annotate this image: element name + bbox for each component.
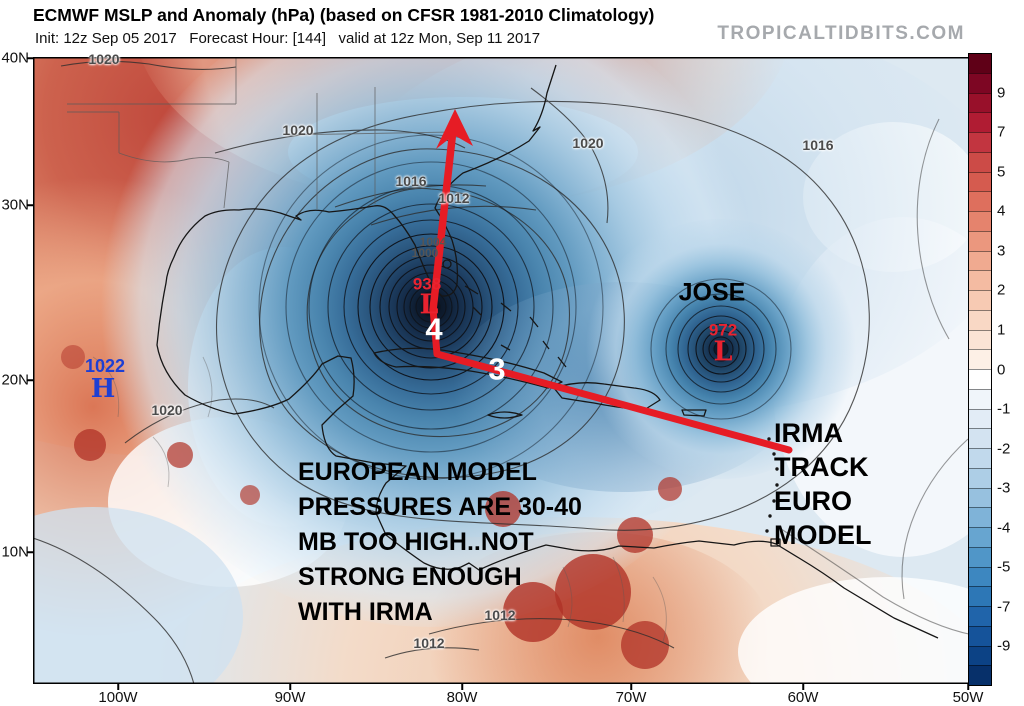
lat-tick-label: 10N <box>1 543 29 561</box>
lat-tick-mark <box>27 551 33 553</box>
colorbar-segment <box>969 645 991 666</box>
site-watermark: TROPICALTIDBITS.COM <box>717 23 965 44</box>
irma-track-arrowhead <box>436 109 473 149</box>
annotation-line: EURO <box>774 486 853 516</box>
annotation-line: WITH IRMA <box>298 598 433 626</box>
colorbar-segment <box>969 309 991 330</box>
colorbar-ticks: 9 7 5 4 3 2 1 0 -1 -2 -3 -4 -5 -7 -9 <box>968 53 1010 686</box>
colorbar-tick-label: 7 <box>997 123 1006 141</box>
colorbar-segment <box>969 171 991 192</box>
warm-hotspots <box>61 345 682 669</box>
colorbar-segment <box>969 586 991 606</box>
lon-tick-mark <box>117 684 119 690</box>
lon-tick-label: 50W <box>952 689 984 706</box>
colorbar-tick-label: 4 <box>997 202 1006 220</box>
colorbar-segment <box>969 270 991 290</box>
colorbar-segment <box>969 54 991 73</box>
irma-vortex-rings <box>258 134 604 480</box>
colorbar-tick-label: -7 <box>997 598 1011 616</box>
colorbar-segments <box>969 54 991 685</box>
colorbar-tick-label: 9 <box>997 84 1006 102</box>
colorbar-segment <box>969 606 991 626</box>
colorbar-tick-label: 5 <box>997 163 1006 181</box>
lon-tick-mark <box>630 684 632 690</box>
annotation-line: PRESSURES ARE 30-40 <box>298 493 582 521</box>
lesser-antilles-islands <box>765 437 779 533</box>
colorbar-segment <box>969 72 991 93</box>
lat-tick-mark <box>27 57 33 59</box>
colorbar-tick-label: -5 <box>997 558 1011 576</box>
colorbar-segment <box>969 566 991 587</box>
colorbar-segment <box>969 527 991 547</box>
colorbar-tick-label: 3 <box>997 242 1006 260</box>
colorbar-tick-label: 2 <box>997 281 1006 299</box>
model-note: EUROPEAN MODEL PRESSURES ARE 30-40 MB TOO … <box>298 455 582 630</box>
lat-tick-label: 40N <box>1 49 29 67</box>
map-art <box>33 57 992 684</box>
colorbar-tick-label: -3 <box>997 479 1011 497</box>
colorbar-segment <box>969 408 991 429</box>
jose-vortex-rings <box>650 278 792 420</box>
colorbar-segment <box>969 349 991 369</box>
colorbar-segment <box>969 230 991 251</box>
colorbar-tick-label: 0 <box>997 361 1006 378</box>
anomaly-colorbar <box>968 53 992 686</box>
coastlines <box>156 64 939 639</box>
annotation-line: MODEL <box>774 520 872 550</box>
colorbar-segment <box>969 546 991 567</box>
irma-track-annotation <box>429 109 793 454</box>
state-borders <box>67 57 667 643</box>
colorbar-segment <box>969 487 991 508</box>
colorbar-segment <box>969 329 991 350</box>
colorbar-segment <box>969 250 991 271</box>
page-title: ECMWF MSLP and Anomaly (hPa) (based on C… <box>33 5 655 25</box>
irma-track-line <box>429 305 793 454</box>
lon-tick-mark <box>802 684 804 690</box>
lon-tick-label: 90W <box>274 689 306 706</box>
colorbar-segment <box>969 507 991 527</box>
colorbar-tick-label: -9 <box>997 637 1011 655</box>
track-note: IRMA TRACK EURO MODEL <box>774 416 872 552</box>
colorbar-segment <box>969 151 991 172</box>
lon-tick-label: 80W <box>446 689 478 706</box>
colorbar-tick-label: -2 <box>997 440 1011 458</box>
colorbar-segment <box>969 369 991 389</box>
colorbar-segment <box>969 467 991 488</box>
lat-tick-mark <box>27 204 33 206</box>
colorbar-segment <box>969 665 991 685</box>
map-canvas: 1020 1020 1020 1016 1016 1012 1004 1000 1020 1012… <box>33 52 992 684</box>
isobar-contours <box>33 60 974 684</box>
colorbar-segment <box>969 448 991 468</box>
annotation-line: STRONG ENOUGH <box>298 563 522 591</box>
colorbar-tick-label: 1 <box>997 321 1006 339</box>
colorbar-segment <box>969 428 991 448</box>
lon-tick-label: 100W <box>98 689 138 706</box>
lon-tick-label: 60W <box>787 689 819 706</box>
colorbar-tick-label: -1 <box>997 400 1011 418</box>
forecast-subtitle: Init: 12z Sep 05 2017 Forecast Hour: [14… <box>35 30 541 47</box>
lon-tick-mark <box>461 684 463 690</box>
colorbar-segment <box>969 132 991 152</box>
annotation-line: MB TOO HIGH..NOT <box>298 528 534 556</box>
lon-tick-label: 70W <box>615 689 647 706</box>
lat-tick-label: 20N <box>1 371 29 389</box>
colorbar-segment <box>969 290 991 310</box>
annotation-line: EUROPEAN MODEL <box>298 458 537 486</box>
irma-track-arrow-shaft <box>429 117 458 314</box>
colorbar-segment <box>969 112 991 132</box>
colorbar-segment <box>969 92 991 113</box>
colorbar-segment <box>969 191 991 211</box>
annotation-line: IRMA <box>774 418 843 448</box>
colorbar-segment <box>969 388 991 409</box>
lon-tick-mark <box>289 684 291 690</box>
annotation-line: TRACK <box>774 452 869 482</box>
colorbar-segment <box>969 211 991 231</box>
lat-tick-mark <box>27 379 33 381</box>
lon-tick-mark <box>967 684 969 690</box>
lat-tick-label: 30N <box>1 196 29 214</box>
colorbar-segment <box>969 625 991 646</box>
colorbar-tick-label: -4 <box>997 519 1011 537</box>
